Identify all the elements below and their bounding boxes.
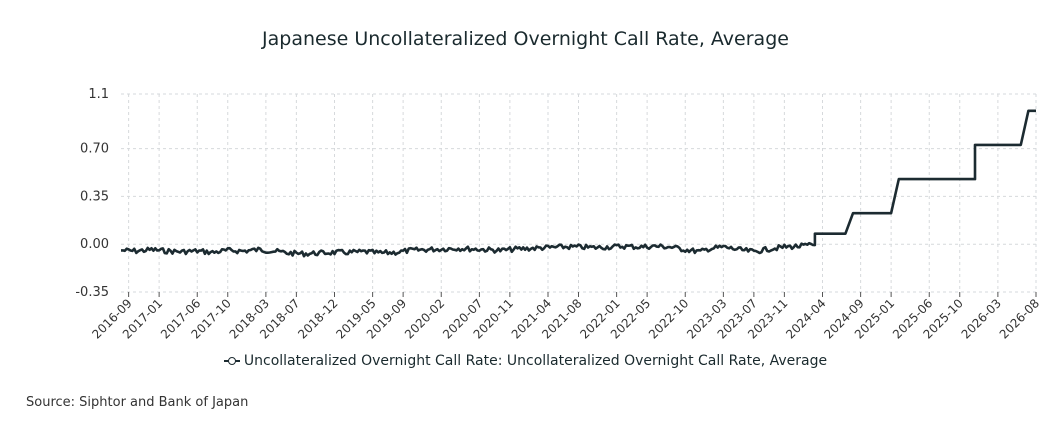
y-tick-label: 0.00 (80, 237, 109, 252)
y-tick-label: -0.35 (75, 285, 109, 300)
plot-area: -0.35 0.00 0.35 0.70 1.1 2016-092017-012017-… (75, 87, 1042, 342)
chart-title: Japanese Uncollateralized Overnight Call… (262, 28, 789, 50)
x-tick-label: 2024-04 (783, 296, 828, 341)
series-line (121, 109, 1036, 258)
series-group (121, 109, 1036, 258)
x-tick-label: 2018-12 (295, 296, 340, 341)
x-tick-label: 2022-10 (646, 296, 691, 341)
y-tick-label: 0.35 (80, 189, 109, 204)
grid-lines (121, 93, 1037, 293)
legend: Uncollateralized Overnight Call Rate: Un… (0, 353, 1051, 369)
x-tick-label: 2020-02 (402, 296, 447, 341)
x-tick-label: 2026-03 (959, 296, 1004, 341)
source-note: Source: Siphtor and Bank of Japan (26, 395, 249, 410)
x-axis-ticks: 2016-092017-012017-062017-102018-032018-… (89, 292, 1042, 342)
x-tick-label: 2026-08 (997, 296, 1042, 341)
legend-label: Uncollateralized Overnight Call Rate: Un… (243, 353, 828, 369)
y-tick-label: 0.70 (80, 142, 109, 157)
legend-marker-icon (223, 356, 240, 366)
y-axis-ticks: -0.35 0.00 0.35 0.70 1.1 (75, 87, 109, 300)
y-tick-label: 1.1 (88, 87, 109, 102)
